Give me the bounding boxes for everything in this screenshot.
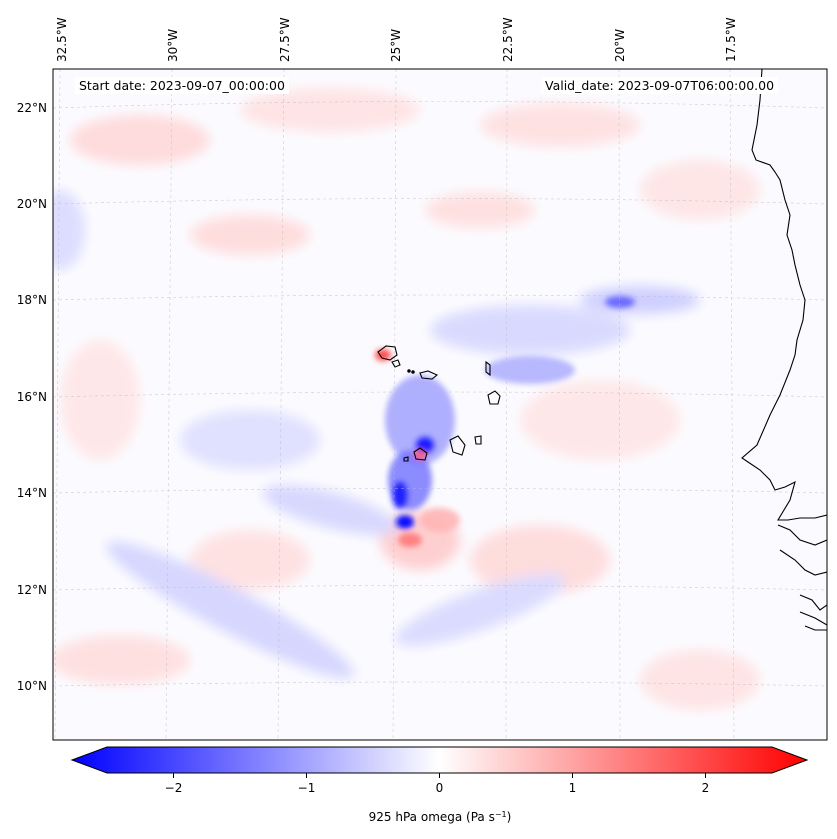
colorbar-ticks: −2 −1 0 1 2 bbox=[165, 773, 710, 795]
coastline bbox=[377, 69, 827, 631]
lon-label: 27.5°W bbox=[278, 17, 292, 62]
start-date-label: Start date: 2023-09-07_00:00:00 bbox=[75, 77, 289, 94]
latitude-labels: 22°N 20°N 18°N 16°N 14°N 12°N 10°N bbox=[17, 101, 47, 693]
omega-field bbox=[53, 69, 827, 740]
lat-label: 18°N bbox=[17, 293, 47, 307]
lat-label: 12°N bbox=[17, 583, 47, 597]
lon-label: 22.5°W bbox=[501, 17, 515, 62]
lat-label: 16°N bbox=[17, 390, 47, 404]
colorbar-tick-label: 2 bbox=[702, 781, 710, 795]
lat-label: 14°N bbox=[17, 486, 47, 500]
lat-label: 20°N bbox=[17, 197, 47, 211]
longitude-labels: 32.5°W 30°W 27.5°W 25°W 22.5°W 20°W 17.5… bbox=[55, 17, 738, 62]
lon-label: 20°W bbox=[613, 29, 627, 62]
colorbar-tick-label: 0 bbox=[436, 781, 444, 795]
lon-label: 30°W bbox=[166, 29, 180, 62]
colorbar-bar bbox=[70, 746, 809, 774]
plot-frame bbox=[52, 68, 828, 741]
lat-label: 22°N bbox=[17, 101, 47, 115]
graticule bbox=[53, 69, 827, 740]
valid-date-label: Valid_date: 2023-09-07T06:00:00.00 bbox=[541, 77, 779, 94]
lon-label: 25°W bbox=[389, 29, 403, 62]
lon-label: 17.5°W bbox=[724, 17, 738, 62]
colorbar: −2 −1 0 1 2 925 hPa omega (Pa s−1) bbox=[70, 746, 809, 825]
lon-label: 32.5°W bbox=[55, 17, 69, 62]
colorbar-tick-label: −2 bbox=[165, 781, 183, 795]
colorbar-tick-label: 1 bbox=[569, 781, 577, 795]
colorbar-title: 925 hPa omega (Pa s−1) bbox=[369, 810, 512, 825]
lat-label: 10°N bbox=[17, 679, 47, 693]
colorbar-tick-label: −1 bbox=[298, 781, 316, 795]
